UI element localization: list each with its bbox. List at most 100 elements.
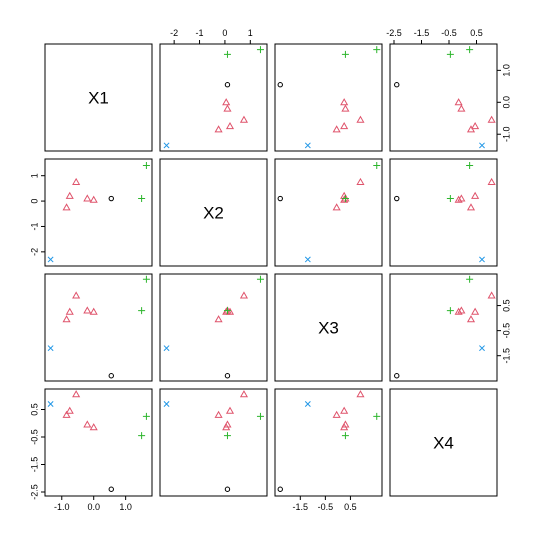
point-7-X4-vs-X1: [138, 432, 146, 440]
point-8-X4-vs-X1: [47, 401, 54, 407]
point-7-X1-vs-X4: [446, 50, 454, 58]
point-6-X3-vs-X1: [142, 275, 150, 283]
panel-X4-vs-X2: [159, 388, 268, 497]
panel-X3-vs-X3: [274, 273, 383, 382]
point-2-X3-vs-X2: [225, 307, 235, 315]
panel-X1-vs-X4: [389, 43, 498, 152]
point-6-X3-vs-X4: [466, 275, 474, 283]
x-tick-label-X1-2: 1.0: [119, 502, 132, 512]
point-3-X3-vs-X2: [214, 315, 223, 323]
diagonal-label-X2: X2: [203, 204, 224, 223]
point-0-X4-vs-X3: [277, 486, 283, 492]
diagonal-label-X3: X3: [318, 319, 339, 338]
point-6-X1-vs-X2: [256, 46, 264, 54]
point-5-X1-vs-X2: [222, 98, 231, 106]
point-8-X1-vs-X4: [479, 142, 485, 149]
point-2-X1-vs-X4: [471, 122, 480, 130]
y-tick-label-X3-2: 0.5: [501, 299, 511, 312]
point-1-X4-vs-X1: [72, 390, 81, 398]
panel-X1-vs-X3: [274, 43, 383, 152]
y-tick-label-X1-0: -1.0: [501, 126, 511, 142]
point-8-X2-vs-X3: [304, 256, 311, 263]
point-0-X2-vs-X3: [277, 195, 283, 202]
point-2-X3-vs-X4: [471, 307, 480, 315]
point-8-X4-vs-X3: [304, 401, 311, 407]
y-tick-label-X4-0: -2.5: [29, 484, 39, 500]
point-6-X4-vs-X2: [256, 412, 264, 420]
y-tick-label-X3-1: -0.5: [501, 323, 511, 339]
point-3-X2-vs-X4: [466, 203, 476, 211]
point-0-X1-vs-X3: [277, 82, 283, 88]
point-1-X3-vs-X4: [487, 291, 496, 299]
point-8-X3-vs-X4: [479, 345, 485, 352]
point-6-X2-vs-X1: [142, 162, 150, 170]
panel-X2-vs-X1: [44, 158, 153, 267]
point-7-X1-vs-X2: [223, 50, 231, 58]
x-tick-label-X4-3: 0.5: [470, 28, 483, 38]
y-tick-label-X4-1: -1.5: [29, 457, 39, 473]
point-1-X2-vs-X4: [487, 177, 496, 185]
panel-X3-vs-X1: [44, 273, 153, 382]
point-6-X1-vs-X3: [373, 46, 381, 54]
point-6-X1-vs-X4: [466, 46, 474, 54]
point-1-X2-vs-X1: [72, 177, 81, 185]
point-0-X2-vs-X1: [108, 195, 114, 202]
point-0-X4-vs-X1: [108, 486, 114, 492]
panel-X2-vs-X2: [159, 158, 268, 267]
x-tick-label-X4-0: -2.5: [386, 28, 402, 38]
point-3-X3-vs-X1: [62, 315, 71, 323]
point-3-X1-vs-X3: [332, 125, 341, 133]
x-tick-label-X4-2: -0.5: [441, 28, 457, 38]
point-2-X1-vs-X3: [340, 122, 349, 130]
y-tick-label-X2-1: -1: [29, 222, 39, 230]
point-7-X3-vs-X2: [223, 307, 231, 315]
point-8-X1-vs-X3: [304, 142, 311, 149]
point-5-X3-vs-X1: [89, 307, 98, 315]
point-4-X1-vs-X2: [223, 104, 232, 112]
point-3-X4-vs-X3: [332, 410, 341, 418]
point-1-X4-vs-X3: [356, 390, 365, 398]
point-7-X4-vs-X2: [223, 432, 231, 440]
point-4-X4-vs-X1: [83, 420, 92, 428]
point-0-X2-vs-X4: [394, 195, 400, 202]
point-5-X4-vs-X3: [340, 423, 349, 431]
point-5-X4-vs-X1: [89, 423, 98, 431]
point-5-X2-vs-X4: [454, 195, 463, 203]
x-tick-label-X3-1: -0.5: [318, 502, 334, 512]
point-2-X2-vs-X4: [471, 191, 480, 199]
point-3-X3-vs-X4: [466, 315, 476, 323]
point-1-X3-vs-X1: [72, 291, 81, 299]
x-tick-label-X1-1: 0.0: [87, 502, 100, 512]
point-4-X1-vs-X4: [457, 104, 466, 112]
point-5-X4-vs-X2: [222, 423, 231, 431]
point-7-X1-vs-X3: [341, 50, 349, 58]
point-7-X3-vs-X4: [446, 307, 454, 315]
y-tick-label-X2-2: 0: [29, 199, 39, 204]
point-1-X1-vs-X3: [356, 115, 365, 123]
panel-X4-vs-X4: [389, 388, 498, 497]
point-3-X2-vs-X3: [332, 203, 341, 211]
point-3-X2-vs-X1: [62, 203, 71, 211]
panel-X3-vs-X4: [389, 273, 498, 382]
y-tick-label-X3-0: -1.5: [501, 348, 511, 364]
point-8-X1-vs-X2: [163, 142, 170, 149]
x-tick-label-X2-1: -1: [196, 28, 204, 38]
panel-X1-vs-X2: [159, 43, 268, 152]
point-2-X4-vs-X1: [65, 406, 74, 414]
y-tick-label-X4-3: 0.5: [29, 403, 39, 416]
x-tick-label-X2-0: -2: [170, 28, 178, 38]
point-1-X1-vs-X2: [239, 115, 249, 123]
y-tick-label-X2-0: -2: [29, 248, 39, 256]
point-3-X4-vs-X2: [214, 410, 223, 418]
point-0-X1-vs-X4: [394, 82, 400, 88]
panel-X1-vs-X1: [44, 43, 153, 152]
point-0-X3-vs-X1: [108, 373, 114, 379]
point-7-X3-vs-X1: [138, 307, 146, 315]
point-1-X1-vs-X4: [487, 115, 496, 123]
point-6-X2-vs-X3: [373, 162, 381, 170]
panel-X4-vs-X1: [44, 388, 153, 497]
point-2-X3-vs-X1: [65, 307, 74, 315]
x-tick-label-X3-0: -1.5: [293, 502, 309, 512]
point-2-X4-vs-X3: [340, 406, 349, 414]
